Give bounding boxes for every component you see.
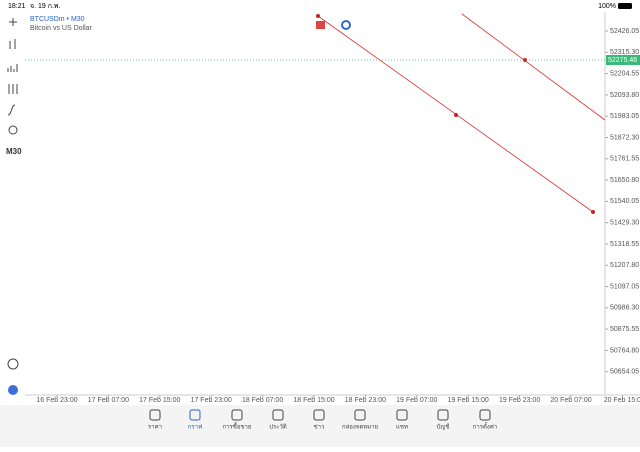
timeframe[interactable]: M30 (6, 147, 22, 156)
y-tick-label: 51097.05 (610, 283, 639, 290)
status-battery: 100% (598, 3, 616, 10)
chart-description: Bitcoin vs US Dollar (30, 25, 93, 32)
tab-icon[interactable] (272, 409, 284, 421)
y-tick-label: 51540.05 (610, 198, 639, 205)
current-price-label: 52275.46 (608, 57, 637, 64)
left-toolbar (7, 18, 19, 370)
tab-label[interactable]: บัญชี (437, 423, 450, 431)
y-tick-label: 52093.80 (610, 92, 639, 99)
objects-tool[interactable] (8, 125, 18, 135)
chart-type-tool[interactable] (9, 39, 16, 49)
x-tick-label: 18 Feb 15:00 (293, 397, 334, 404)
broker-icon (8, 385, 18, 395)
tab-bar (0, 405, 640, 447)
x-tick-label: 16 Feb 23:00 (36, 397, 77, 404)
tab-icon[interactable] (354, 409, 366, 421)
y-tick-label: 51429.30 (610, 220, 639, 227)
tab-icon[interactable] (479, 409, 491, 421)
y-tick-label: 51983.05 (610, 113, 639, 120)
x-tick-label: 20 Feb 07:00 (550, 397, 591, 404)
tab-icon[interactable] (189, 409, 201, 421)
tab-label[interactable]: ราคา (148, 424, 162, 431)
x-tick-label: 17 Feb 07:00 (88, 397, 129, 404)
tab-label[interactable]: แชท (396, 424, 408, 431)
trend-point (591, 210, 595, 214)
tab-icon[interactable] (149, 409, 161, 421)
x-tick-label: 17 Feb 15:00 (139, 397, 180, 404)
x-tick-label: 17 Feb 23:00 (191, 397, 232, 404)
status-time: 18:21 (8, 3, 26, 10)
battery-icon (618, 3, 632, 9)
tab-icon[interactable] (437, 409, 449, 421)
chart-symbol: BTCUSDm • M30 (30, 16, 85, 23)
x-tick-label: 18 Feb 07:00 (242, 397, 283, 404)
trend-line (461, 13, 606, 121)
tab-label[interactable]: การซื้อขาย (223, 421, 252, 431)
x-tick-label: 18 Feb 23:00 (345, 397, 386, 404)
status-date: จ. 19 ก.พ. (30, 3, 61, 10)
tab-icon[interactable] (231, 409, 243, 421)
tab-label[interactable]: กราฟ (188, 424, 202, 431)
current-price-box (606, 54, 640, 65)
tab-label[interactable]: การตั้งค่า (473, 421, 497, 431)
y-tick-label: 52204.55 (610, 70, 639, 77)
y-tick-label: 50875.55 (610, 326, 639, 333)
trend-point (454, 113, 458, 117)
y-tick-label: 50986.30 (610, 305, 639, 312)
tab-label[interactable]: ประวัติ (269, 424, 287, 431)
x-tick-label: 19 Feb 07:00 (396, 397, 437, 404)
tab-label[interactable]: ข่าว (314, 424, 325, 431)
y-tick-label: 51207.80 (610, 262, 639, 269)
tab-icon[interactable] (396, 409, 408, 421)
zoom-tool[interactable] (7, 358, 19, 370)
tab-icon[interactable] (313, 409, 325, 421)
y-tick-label: 52315.30 (610, 49, 639, 56)
y-tick-label: 52426.05 (610, 28, 639, 35)
crosshair-tool[interactable] (9, 18, 17, 26)
y-tick-label: 51761.55 (610, 156, 639, 163)
trend-point (316, 14, 320, 18)
tab-label[interactable]: กล่องจดหมาย (342, 424, 378, 431)
y-tick-label: 51650.80 (610, 177, 639, 184)
y-tick-label: 51872.30 (610, 134, 639, 141)
trend-lines (316, 13, 606, 214)
indicators-tool[interactable] (7, 64, 18, 72)
calendar-icon[interactable] (316, 21, 325, 29)
x-tick-label: 20 Feb 15:0 (604, 397, 640, 404)
y-tick-label: 51318.55 (610, 241, 639, 248)
function-tool[interactable] (7, 104, 16, 116)
x-tick-label: 19 Feb 23:00 (499, 397, 540, 404)
trend-point (523, 58, 527, 62)
y-tick-label: 50654.05 (610, 369, 639, 376)
event-icon[interactable] (341, 20, 351, 30)
settings-tool[interactable] (8, 84, 18, 94)
x-tick-label: 19 Feb 15:00 (448, 397, 489, 404)
y-tick-label: 50764.80 (610, 347, 639, 354)
